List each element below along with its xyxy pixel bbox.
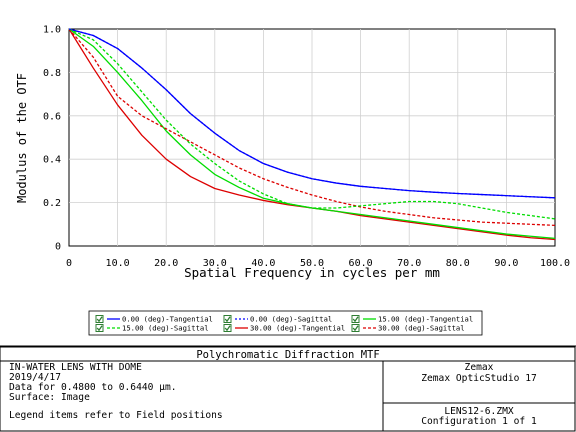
x-tick-label: 40.0 <box>251 258 275 269</box>
legend-checkbox[interactable] <box>351 315 360 323</box>
x-tick-label: 50.0 <box>300 258 324 269</box>
info-line-3: Data for 0.4800 to 0.6440 µm. <box>9 382 177 393</box>
series-line-0-00-deg-sagittal <box>68 28 556 199</box>
legend-checkbox[interactable] <box>351 324 360 332</box>
y-axis-label: Modulus of the OTF <box>15 73 29 203</box>
check-icon <box>352 325 359 332</box>
y-tick-label: 1.0 <box>43 25 61 36</box>
x-tick-label: 30.0 <box>203 258 227 269</box>
info-line-4: Surface: Image <box>9 392 90 403</box>
x-tick-label: 20.0 <box>154 258 178 269</box>
check-icon <box>96 316 103 323</box>
tick-labels: 0 10.0 20.0 30.0 40.0 50.0 60.0 70.0 80.0 90.0 100… <box>43 25 570 270</box>
legend-label: 30.00 (deg)-Tangential <box>250 324 345 333</box>
series-group <box>68 28 556 241</box>
configuration-label: Configuration 1 of 1 <box>421 416 537 427</box>
legend-item[interactable]: 15.00 (deg)-Sagittal <box>95 324 209 333</box>
file-name: LENS12-6.ZMX <box>444 406 514 417</box>
legend-item[interactable]: 15.00 (deg)-Tangential <box>351 315 473 324</box>
legend-label: 0.00 (deg)-Sagittal <box>250 315 332 324</box>
check-icon <box>224 316 231 323</box>
info-line-6: Legend items refer to Field positions <box>9 410 223 421</box>
company-name: Zemax <box>465 362 494 373</box>
legend-checkbox[interactable] <box>95 324 104 332</box>
x-tick-label: 80.0 <box>446 258 470 269</box>
x-tick-label: 60.0 <box>349 258 373 269</box>
legend-item[interactable]: 30.00 (deg)-Tangential <box>223 324 345 333</box>
info-line-1: IN-WATER LENS WITH DOME <box>9 362 142 373</box>
y-tick-label: 0.6 <box>43 111 61 122</box>
y-tick-label: 0.8 <box>43 68 61 79</box>
y-tick-label: 0 <box>55 242 61 253</box>
product-name: Zemax OpticStudio 17 <box>421 373 537 384</box>
x-tick-label: 0 <box>66 258 72 269</box>
legend-checkbox[interactable] <box>95 315 104 323</box>
grid <box>69 29 555 246</box>
legend-label: 0.00 (deg)-Tangential <box>122 315 213 324</box>
legend-checkbox[interactable] <box>223 315 232 323</box>
y-tick-label: 0.2 <box>43 198 61 209</box>
x-tick-label: 10.0 <box>106 258 130 269</box>
legend-label: 30.00 (deg)-Sagittal <box>378 324 465 333</box>
x-tick-label: 70.0 <box>397 258 421 269</box>
y-tick-label: 0.4 <box>43 155 61 166</box>
x-tick-label: 100.0 <box>540 258 570 269</box>
x-axis-label: Spatial Frequency in cycles per mm <box>184 265 440 280</box>
legend-label: 15.00 (deg)-Sagittal <box>122 324 209 333</box>
legend-checkbox[interactable] <box>223 324 232 332</box>
info-line-2: 2019/4/17 <box>9 372 61 383</box>
x-tick-label: 90.0 <box>494 258 518 269</box>
legend-box <box>88 310 483 336</box>
legend-item[interactable]: 0.00 (deg)-Tangential <box>95 315 213 324</box>
check-icon <box>96 325 103 332</box>
check-icon <box>352 316 359 323</box>
series-line-30-00-deg-sagittal <box>68 28 556 227</box>
legend-item[interactable]: 30.00 (deg)-Sagittal <box>351 324 465 333</box>
legend-label: 15.00 (deg)-Tangential <box>378 315 473 324</box>
series-line-15-00-deg-tangential <box>68 28 556 240</box>
check-icon <box>224 325 231 332</box>
legend: 0.00 (deg)-Tangential 0.00 (deg)-Sagittal… <box>95 315 473 333</box>
chart-title: Polychromatic Diffraction MTF <box>196 349 379 361</box>
legend-item[interactable]: 0.00 (deg)-Sagittal <box>223 315 332 324</box>
series-line-15-00-deg-sagittal <box>68 28 556 220</box>
